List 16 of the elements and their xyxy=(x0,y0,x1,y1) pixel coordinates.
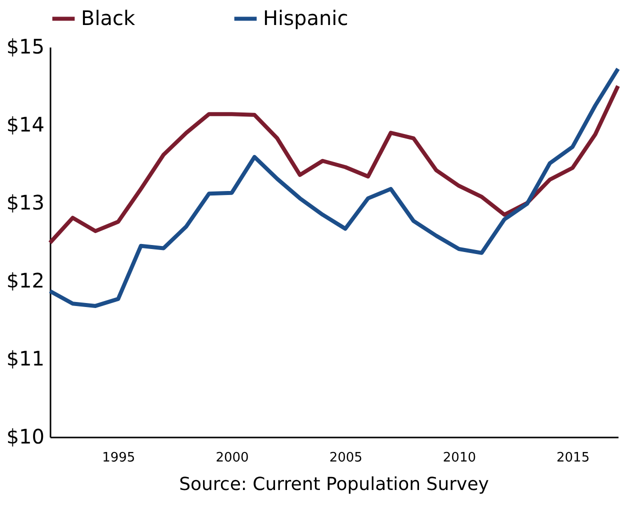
y-tick-label: $12 xyxy=(6,268,44,292)
x-tick-label: 2000 xyxy=(216,450,249,466)
y-tick-label: $11 xyxy=(6,346,44,370)
legend-label: Black xyxy=(81,6,136,30)
y-tick-label: $10 xyxy=(6,424,44,448)
line-series xyxy=(48,66,620,308)
line-series xyxy=(48,84,620,245)
y-tick-label: $13 xyxy=(6,190,44,214)
y-tick-label: $15 xyxy=(6,34,44,58)
x-tick-label: 2005 xyxy=(329,450,362,466)
y-tick-label: $14 xyxy=(6,112,44,136)
legend-label: Hispanic xyxy=(263,6,348,30)
x-tick-label: 2010 xyxy=(442,450,476,466)
x-tick-label: 2015 xyxy=(556,450,590,466)
x-tick-label: 1995 xyxy=(102,450,136,466)
source-note: Source: Current Population Survey xyxy=(179,474,490,495)
